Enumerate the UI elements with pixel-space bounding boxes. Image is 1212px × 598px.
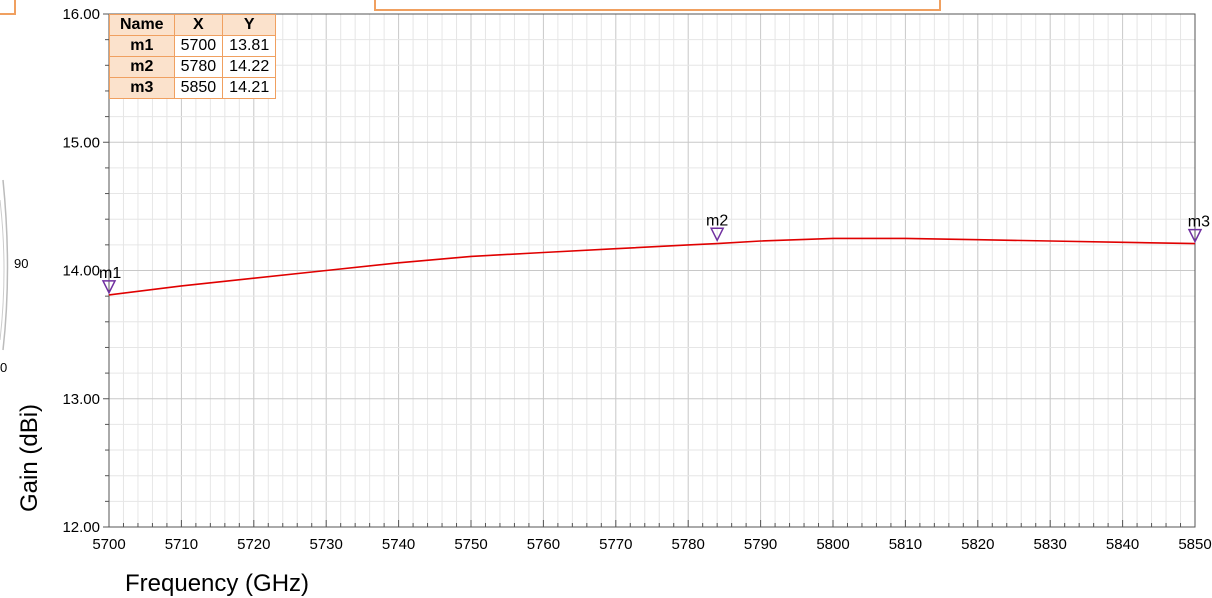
- table-row: m2 5780 14.22: [109, 56, 277, 78]
- x-tick-label: 5780: [672, 536, 705, 553]
- x-tick-label: 5760: [527, 536, 560, 553]
- x-tick-label: 5810: [889, 536, 922, 553]
- marker-m1-icon: [101, 280, 117, 295]
- marker-table: Name X Y m1 5700 13.81 m2 5780 14.22 m3 …: [109, 14, 277, 99]
- marker-m1-label: m1: [99, 265, 121, 282]
- marker-table-header: Name X Y: [109, 14, 277, 36]
- row-name: m1: [109, 35, 175, 57]
- y-tick-label: 16.00: [62, 6, 100, 23]
- partial-panel-frame-left: [0, 0, 16, 15]
- polar-label-90: 90: [14, 256, 28, 271]
- x-tick-label: 5840: [1106, 536, 1139, 553]
- partial-panel-frame-top: [374, 0, 941, 11]
- x-tick-label: 5820: [961, 536, 994, 553]
- x-axis-title: Frequency (GHz): [125, 570, 309, 597]
- x-tick-label: 5750: [454, 536, 487, 553]
- header-x: X: [173, 14, 224, 36]
- y-tick-label: 12.00: [62, 519, 100, 536]
- row-x: 5850: [173, 77, 224, 99]
- row-y: 14.21: [222, 77, 277, 99]
- data-layer: [108, 237, 1196, 296]
- axis-ticks: 5700 5710 5720 5730 5740 5750 5760 5770 5780 5790…: [62, 6, 1211, 553]
- marker-layer: m1 m2 m3: [99, 212, 1210, 295]
- y-tick-label: 14.00: [62, 263, 100, 280]
- x-tick-label: 5700: [92, 536, 125, 553]
- x-tick-label: 5800: [816, 536, 849, 553]
- row-x: 5780: [173, 56, 224, 78]
- y-axis-title: Gain (dBi): [16, 404, 43, 512]
- table-row: m1 5700 13.81: [109, 35, 277, 57]
- x-tick-label: 5830: [1034, 536, 1067, 553]
- header-name: Name: [109, 14, 175, 36]
- x-tick-label: 5720: [237, 536, 270, 553]
- marker-m3-label: m3: [1188, 214, 1210, 231]
- marker-m3-icon: [1187, 228, 1203, 244]
- row-y: 14.22: [222, 56, 277, 78]
- x-tick-label: 5850: [1178, 536, 1211, 553]
- row-x: 5700: [173, 35, 224, 57]
- marker-m2-icon: [709, 227, 725, 242]
- x-tick-label: 5790: [744, 536, 777, 553]
- table-row: m3 5850 14.21: [109, 77, 277, 99]
- x-tick-label: 5740: [382, 536, 415, 553]
- row-name: m3: [109, 77, 175, 99]
- x-tick-label: 5770: [599, 536, 632, 553]
- series-line: [108, 237, 1196, 296]
- marker-m2-label: m2: [706, 212, 728, 229]
- polar-plot-fragment: 90 0: [0, 179, 28, 375]
- x-tick-label: 5710: [165, 536, 198, 553]
- y-tick-label: 15.00: [62, 134, 100, 151]
- row-name: m2: [109, 56, 175, 78]
- header-y: Y: [222, 14, 277, 36]
- y-tick-label: 13.00: [62, 391, 100, 408]
- row-y: 13.81: [222, 35, 277, 57]
- polar-label-0: 0: [0, 360, 7, 375]
- x-tick-label: 5730: [310, 536, 343, 553]
